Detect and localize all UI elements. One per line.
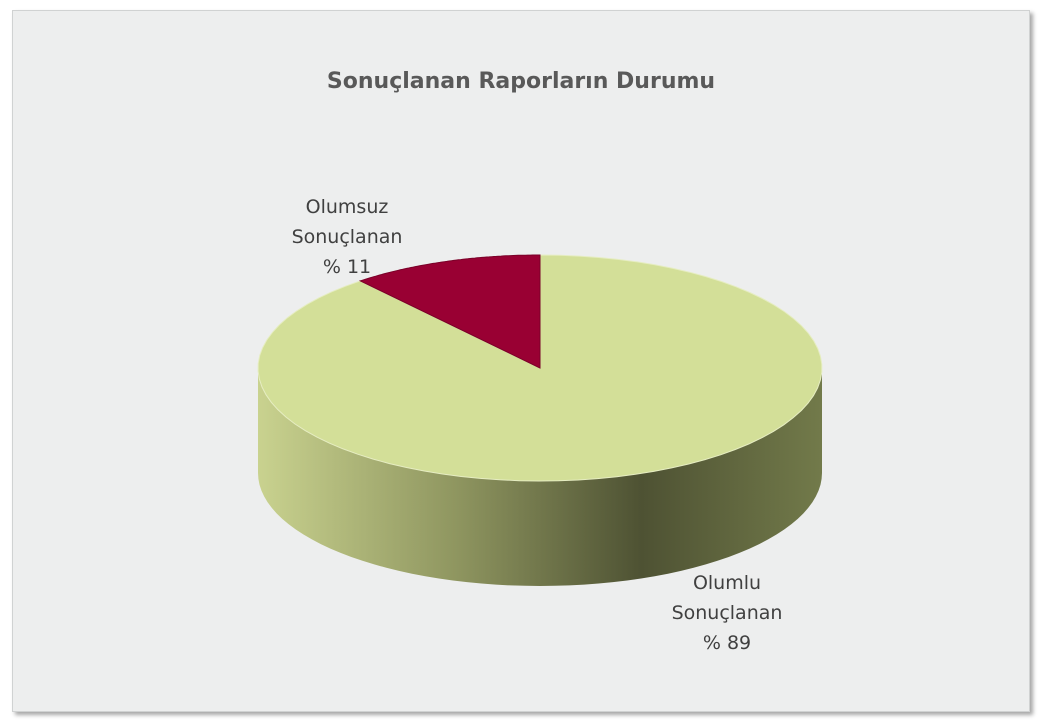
category-label: Olumlu Sonuçlanan bbox=[671, 572, 783, 624]
value-label: % 89 bbox=[702, 632, 752, 654]
chart-title: Sonuçlanan Raporların Durumu bbox=[327, 69, 715, 94]
data-label: Olumsuz Sonuçlanan % 11 bbox=[282, 192, 412, 282]
pie-side bbox=[258, 368, 822, 586]
category-label: Olumsuz Sonuçlanan bbox=[291, 196, 403, 248]
pie-slice bbox=[358, 254, 541, 369]
value-label: % 11 bbox=[322, 256, 372, 278]
data-label: Olumlu Sonuçlanan % 89 bbox=[662, 568, 792, 658]
